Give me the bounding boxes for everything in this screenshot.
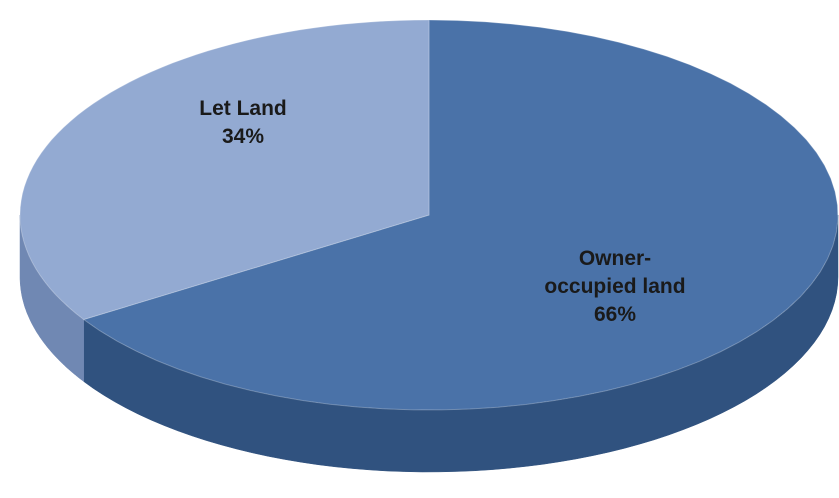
pie-slice [82, 19, 839, 411]
slice-label: Let Land 34% [199, 95, 287, 151]
slice-category: Owner-occupied land [544, 247, 686, 298]
pie-slice [19, 19, 430, 321]
slice-value-label: 34% [221, 125, 265, 148]
slice-side [19, 215, 84, 383]
slice-value-label: 66% [593, 303, 637, 326]
slice-category: Let Land [199, 97, 287, 120]
slice-label: Owner-occupied land 66% [540, 245, 690, 329]
